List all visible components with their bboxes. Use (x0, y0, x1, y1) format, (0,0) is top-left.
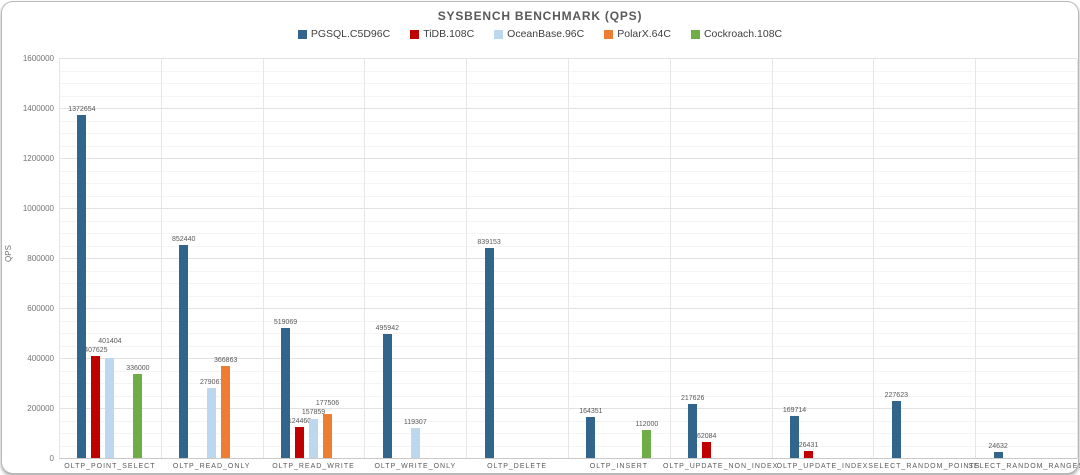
legend-item: OceanBase.96C (494, 28, 584, 40)
legend-item: PolarX.64C (604, 28, 671, 40)
y-tick-label: 800000 (27, 254, 54, 263)
y-tick-label: 0 (49, 454, 54, 463)
category-separator (262, 59, 264, 459)
bar-value-label: 839153 (477, 239, 501, 247)
bar (91, 356, 101, 458)
x-category-label: OLTP_POINT_SELECT (64, 463, 156, 470)
y-tick-label: 600000 (27, 304, 54, 313)
y-tick-label: 400000 (27, 354, 54, 363)
bar (891, 401, 901, 458)
y-tick-label: 1400000 (22, 104, 54, 113)
category-separator (1077, 59, 1078, 459)
bar (702, 442, 712, 458)
category-separator (771, 59, 773, 459)
bar (993, 451, 1003, 458)
legend-swatch-icon (494, 29, 504, 39)
bar (77, 114, 87, 458)
bar-value-label: 169714 (782, 406, 807, 414)
bar (295, 426, 304, 458)
bar (484, 248, 494, 458)
bar (586, 416, 596, 458)
bar-value-label: 24632 (988, 442, 1008, 450)
bar-value-label: 852440 (172, 235, 196, 243)
bar (221, 366, 231, 458)
legend: PGSQL.C5D96C TiDB.108C OceanBase.96C PolarX… (2, 28, 1078, 40)
legend-label: Cockroach.108C (703, 28, 783, 40)
bar (323, 413, 332, 458)
bar-value-label: 401404 (98, 338, 122, 346)
plot-area: 1372654 407625 401404 336000 852440 279067 366… (59, 58, 1078, 459)
chart-title: SYSBENCH BENCHMARK (QPS) (437, 9, 643, 23)
bar-value-label: 119307 (403, 419, 427, 427)
legend-label: PGSQL.C5D96C (310, 28, 391, 40)
bar (642, 430, 652, 458)
x-category-label: OLTP_WRITE_ONLY (374, 463, 457, 470)
bar (804, 451, 813, 458)
bar (410, 428, 420, 458)
bar-value-label: 366863 (214, 357, 238, 365)
bar-value-label: 164351 (579, 407, 603, 415)
x-category-label: OLTP_READ_ONLY (172, 463, 251, 470)
bar-value-label: 1372654 (68, 105, 96, 113)
legend-swatch-icon (604, 29, 614, 39)
category-separator (364, 59, 366, 459)
y-tick-label: 200000 (27, 404, 54, 413)
category-separator (160, 59, 162, 459)
legend-label: TiDB.108C (423, 28, 475, 40)
x-category-label: OLTP_UPDATE_INDEX (776, 463, 869, 470)
bar-value-label: 407625 (84, 347, 108, 355)
category-separator (669, 59, 671, 459)
bar-value-label: 336000 (126, 365, 150, 372)
legend-swatch-icon (690, 29, 700, 39)
bar (790, 415, 799, 458)
x-axis-line (59, 458, 1077, 459)
bar (382, 334, 392, 458)
bar (281, 328, 290, 458)
gridline-major (59, 58, 1077, 59)
category-separator (873, 59, 875, 459)
legend-item: PGSQL.C5D96C (297, 28, 391, 40)
bar-value-label: 26431 (798, 442, 819, 450)
bar-value-label: 279067 (200, 379, 224, 387)
bar (309, 418, 318, 458)
bar (105, 357, 115, 458)
bar-value-label: 217626 (681, 394, 705, 402)
legend-item: Cockroach.108C (690, 28, 783, 40)
bar-value-label: 112000 (635, 421, 659, 428)
bar (688, 403, 698, 458)
bar-value-label: 227623 (884, 392, 908, 400)
legend-item: TiDB.108C (410, 28, 474, 40)
bar-value-label: 62084 (696, 433, 717, 441)
category-separator (466, 59, 468, 459)
bar-value-label: 157859 (301, 408, 326, 416)
y-tick-label: 1000000 (22, 204, 54, 213)
legend-label: OceanBase.96C (507, 28, 585, 40)
bar-value-label: 519069 (273, 319, 298, 327)
category-separator (59, 59, 60, 459)
x-category-label: OLTP_READ_WRITE (272, 463, 355, 470)
category-separator (975, 59, 977, 459)
y-tick-label: 1200000 (22, 154, 54, 163)
y-tick-label: 1600000 (22, 54, 54, 63)
category-separator (568, 59, 569, 459)
legend-swatch-icon (297, 29, 307, 39)
x-category-label: OLTP_DELETE (487, 463, 548, 470)
bar (207, 388, 217, 458)
bar (133, 374, 143, 458)
legend-label: PolarX.64C (617, 28, 671, 40)
bar-value-label: 495942 (375, 325, 399, 333)
bar (179, 244, 189, 458)
x-category-label: SELECT_RANDOM_RANGES (968, 463, 1080, 470)
legend-swatch-icon (410, 29, 420, 39)
x-category-label: OLTP_UPDATE_NON_INDEX (663, 463, 779, 470)
bar-value-label: 177506 (315, 399, 340, 407)
x-category-label: OLTP_INSERT (589, 463, 648, 470)
bar-value-label: 124460 (287, 417, 312, 425)
x-category-label: SELECT_RANDOM_POINTS (868, 463, 981, 470)
